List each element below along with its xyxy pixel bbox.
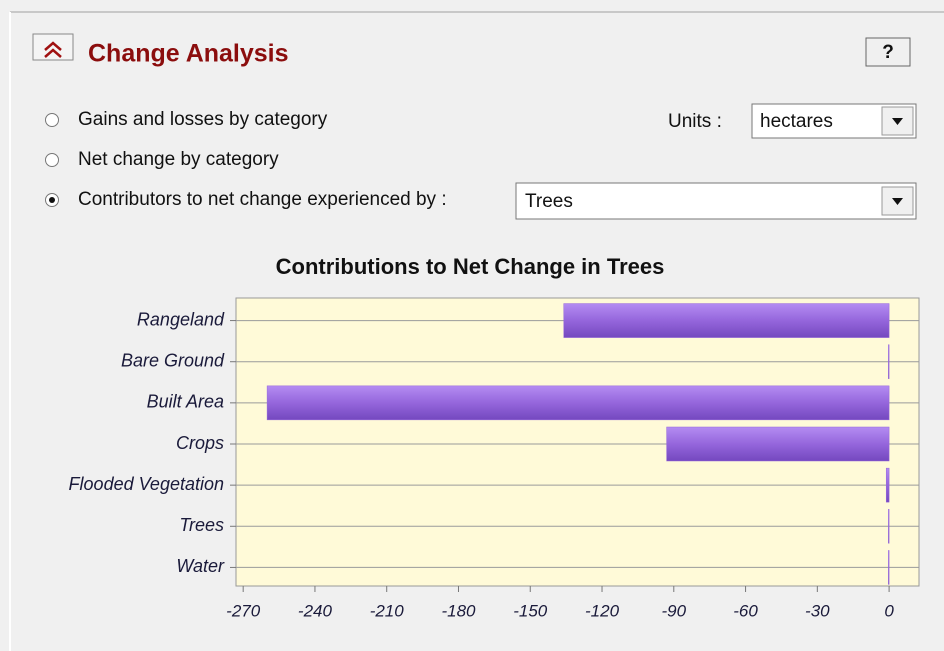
x-tick-label: -210 <box>370 601 405 620</box>
radio-label[interactable]: Gains and losses by category <box>78 109 328 130</box>
category-dropdown[interactable]: Trees <box>515 182 917 220</box>
collapse-box[interactable] <box>32 33 74 61</box>
units-dropdown[interactable]: hectares <box>751 103 917 139</box>
bar <box>666 426 890 462</box>
y-tick-label: Built Area <box>147 392 224 412</box>
x-tick-label: 0 <box>884 601 894 620</box>
radio-label[interactable]: Contributors to net change experienced b… <box>78 189 447 210</box>
x-tick-label: -270 <box>226 601 261 620</box>
bar <box>888 550 890 585</box>
bar <box>888 509 890 544</box>
y-tick-label: Bare Ground <box>121 350 225 370</box>
y-tick-label: Rangeland <box>137 309 225 329</box>
category-arrow-button[interactable] <box>881 186 914 216</box>
x-tick-label: -240 <box>298 601 333 620</box>
units-label: Units : <box>668 111 722 132</box>
category-value: Trees <box>525 191 573 212</box>
category-box[interactable] <box>515 182 917 220</box>
x-tick-label: -30 <box>805 601 830 620</box>
bar <box>885 467 890 503</box>
y-tick-label: Water <box>176 556 225 576</box>
x-tick-label: -60 <box>733 601 758 620</box>
collapse-button[interactable] <box>32 33 74 61</box>
y-tick-label: Trees <box>179 515 224 535</box>
radio-dot <box>49 197 55 203</box>
help-box[interactable] <box>865 37 911 67</box>
x-tick-label: -180 <box>441 601 476 620</box>
units-value: hectares <box>760 111 833 132</box>
help-button[interactable]: ? <box>865 37 911 67</box>
y-tick-label: Flooded Vegetation <box>69 474 224 494</box>
radio-label[interactable]: Net change by category <box>78 149 279 170</box>
bar <box>266 385 890 421</box>
collapse-icon <box>44 41 62 58</box>
radio-button[interactable] <box>45 153 59 167</box>
units-arrow <box>892 118 903 125</box>
category-arrow <box>892 198 903 205</box>
bar <box>888 344 890 379</box>
help-label: ? <box>882 42 894 63</box>
x-tick-label: -90 <box>662 601 687 620</box>
x-tick-label: -150 <box>513 601 548 620</box>
chart-title: Contributions to Net Change in Trees <box>276 254 665 279</box>
panel-title: Change Analysis <box>88 40 289 68</box>
y-tick-label: Crops <box>176 433 224 453</box>
x-tick-label: -120 <box>585 601 620 620</box>
bar <box>563 303 890 338</box>
radio-button[interactable] <box>45 113 59 127</box>
